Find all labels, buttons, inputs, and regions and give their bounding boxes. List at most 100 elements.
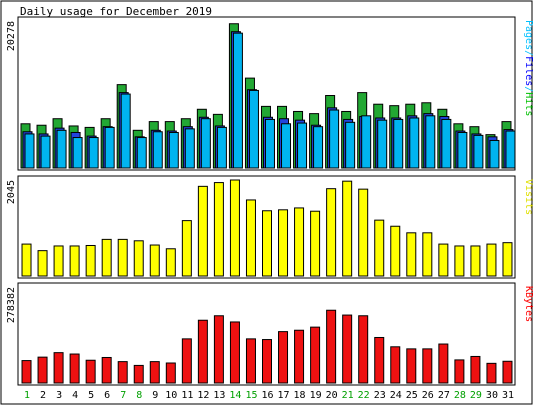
- ylabel-part-pfh-4: Hits: [523, 92, 533, 116]
- max-label-visits: 2045: [6, 180, 17, 204]
- bar-visits-visits-19: [310, 210, 321, 277]
- bar-kbytes-kbytes-15: [245, 338, 256, 384]
- bar-kbytes-kbytes-2: [37, 356, 48, 384]
- ylabel-part-pfh-1: /: [523, 50, 533, 56]
- ylabel-part-pfh-3: /: [523, 86, 533, 92]
- bar-pfh-pages-14: [232, 32, 243, 169]
- x-tick-label-6: 6: [104, 390, 110, 401]
- bar-pfh-pages-19: [313, 126, 324, 169]
- chart-title: Daily usage for December 2019: [20, 5, 212, 18]
- bar-kbytes-kbytes-14: [229, 321, 240, 384]
- bar-visits-visits-3: [53, 245, 64, 277]
- x-axis-labels: 1 2 3 4 5 6 7 8 9 10 11 12 13 14 15 16 17 18 19 20 21 22 23 24 2…: [24, 390, 514, 401]
- x-tick-label-5: 5: [88, 390, 94, 401]
- max-label-kbytes: 278382: [6, 287, 17, 323]
- bar-pfh-pages-6: [104, 126, 115, 169]
- bar-visits-visits-16: [262, 210, 272, 277]
- panel-visits: 2045 Visits: [6, 175, 533, 279]
- bar-visits-visits-5: [85, 244, 96, 277]
- panel-pfh: 20278 Pages/Files/Hits: [6, 16, 533, 171]
- x-tick-label-31: 31: [502, 390, 514, 401]
- x-tick-label-22: 22: [358, 390, 370, 401]
- bar-visits-visits-23: [374, 219, 385, 277]
- x-tick-label-10: 10: [165, 390, 177, 401]
- bar-pfh-pages-11: [184, 128, 195, 169]
- ylabel-visits: Visits: [523, 179, 533, 215]
- bar-visits-visits-6: [101, 238, 112, 277]
- bar-pfh-pages-13: [216, 126, 227, 169]
- ylabel-part-pfh-0: Pages: [523, 20, 533, 50]
- bar-kbytes-kbytes-10: [165, 362, 176, 384]
- bar-visits-visits-30: [486, 243, 497, 277]
- bar-visits-visits-24: [390, 225, 401, 277]
- bar-kbytes-kbytes-17: [278, 331, 289, 384]
- bar-visits-visits-22: [358, 188, 369, 277]
- bar-visits-visits-10: [165, 248, 176, 277]
- bar-kbytes-kbytes-3: [53, 352, 64, 384]
- x-tick-label-1: 1: [24, 390, 30, 401]
- bar-visits-visits-4: [69, 245, 80, 277]
- bar-pfh-pages-5: [88, 137, 99, 169]
- x-tick-label-8: 8: [136, 390, 142, 401]
- bar-kbytes-kbytes-20: [326, 309, 337, 384]
- bar-visits-visits-29: [470, 245, 481, 277]
- bar-visits-visits-18: [294, 207, 305, 277]
- x-tick-label-28: 28: [454, 390, 466, 401]
- x-tick-label-12: 12: [197, 390, 209, 401]
- x-tick-label-24: 24: [390, 390, 402, 401]
- ylabel-pfh: Pages/Files/Hits: [523, 20, 533, 116]
- bar-pfh-pages-31: [505, 130, 516, 169]
- bar-kbytes-kbytes-28: [454, 359, 465, 384]
- ylabel-part-pfh-2: Files: [523, 56, 533, 86]
- x-tick-label-16: 16: [261, 390, 273, 401]
- bar-visits-visits-1: [21, 243, 32, 277]
- bar-kbytes-kbytes-12: [197, 319, 208, 384]
- bar-pfh-pages-22: [361, 115, 372, 169]
- bar-kbytes-kbytes-21: [342, 314, 353, 384]
- bar-pfh-pages-3: [56, 129, 67, 169]
- ylabel-part-visits-0: Visits: [523, 179, 533, 215]
- bar-kbytes-kbytes-27: [438, 343, 449, 384]
- bar-kbytes-kbytes-1: [21, 360, 32, 384]
- x-tick-label-7: 7: [120, 390, 126, 401]
- x-tick-label-17: 17: [278, 390, 290, 401]
- bar-pfh-pages-8: [136, 137, 147, 169]
- bar-kbytes-kbytes-23: [374, 336, 385, 384]
- bar-visits-visits-15: [245, 199, 256, 277]
- bar-kbytes-kbytes-6: [101, 356, 112, 384]
- x-tick-label-4: 4: [72, 390, 78, 401]
- bar-visits-visits-11: [181, 220, 192, 277]
- bar-pfh-pages-7: [120, 93, 131, 169]
- bar-visits-visits-28: [454, 245, 465, 277]
- bar-kbytes-kbytes-22: [358, 315, 369, 384]
- bar-kbytes-kbytes-9: [149, 361, 160, 384]
- bar-pfh-pages-9: [152, 131, 163, 169]
- bar-kbytes-kbytes-24: [390, 346, 401, 384]
- bar-visits-visits-14: [229, 179, 240, 277]
- bar-pfh-pages-25: [409, 117, 420, 169]
- x-tick-label-9: 9: [152, 390, 158, 401]
- bar-visits-visits-25: [406, 232, 417, 277]
- bar-pfh-pages-21: [345, 121, 356, 169]
- bar-kbytes-kbytes-31: [502, 360, 513, 384]
- x-tick-label-14: 14: [229, 390, 241, 401]
- bar-pfh-pages-15: [248, 89, 259, 169]
- bar-visits-visits-21: [342, 180, 353, 277]
- bar-visits-visits-27: [438, 243, 449, 277]
- bar-pfh-pages-24: [393, 118, 404, 169]
- bar-kbytes-kbytes-7: [117, 361, 128, 384]
- max-label-pfh: 20278: [6, 21, 17, 51]
- bar-kbytes-kbytes-13: [213, 315, 224, 384]
- bar-pfh-pages-23: [377, 119, 388, 169]
- bar-kbytes-kbytes-11: [181, 338, 192, 384]
- bar-visits-visits-20: [326, 188, 337, 277]
- x-tick-label-29: 29: [470, 390, 482, 401]
- bar-visits-visits-12: [197, 185, 208, 277]
- bar-visits-visits-13: [213, 182, 224, 277]
- x-tick-label-26: 26: [422, 390, 434, 401]
- bar-visits-visits-8: [133, 240, 144, 277]
- bar-pfh-pages-12: [200, 118, 211, 169]
